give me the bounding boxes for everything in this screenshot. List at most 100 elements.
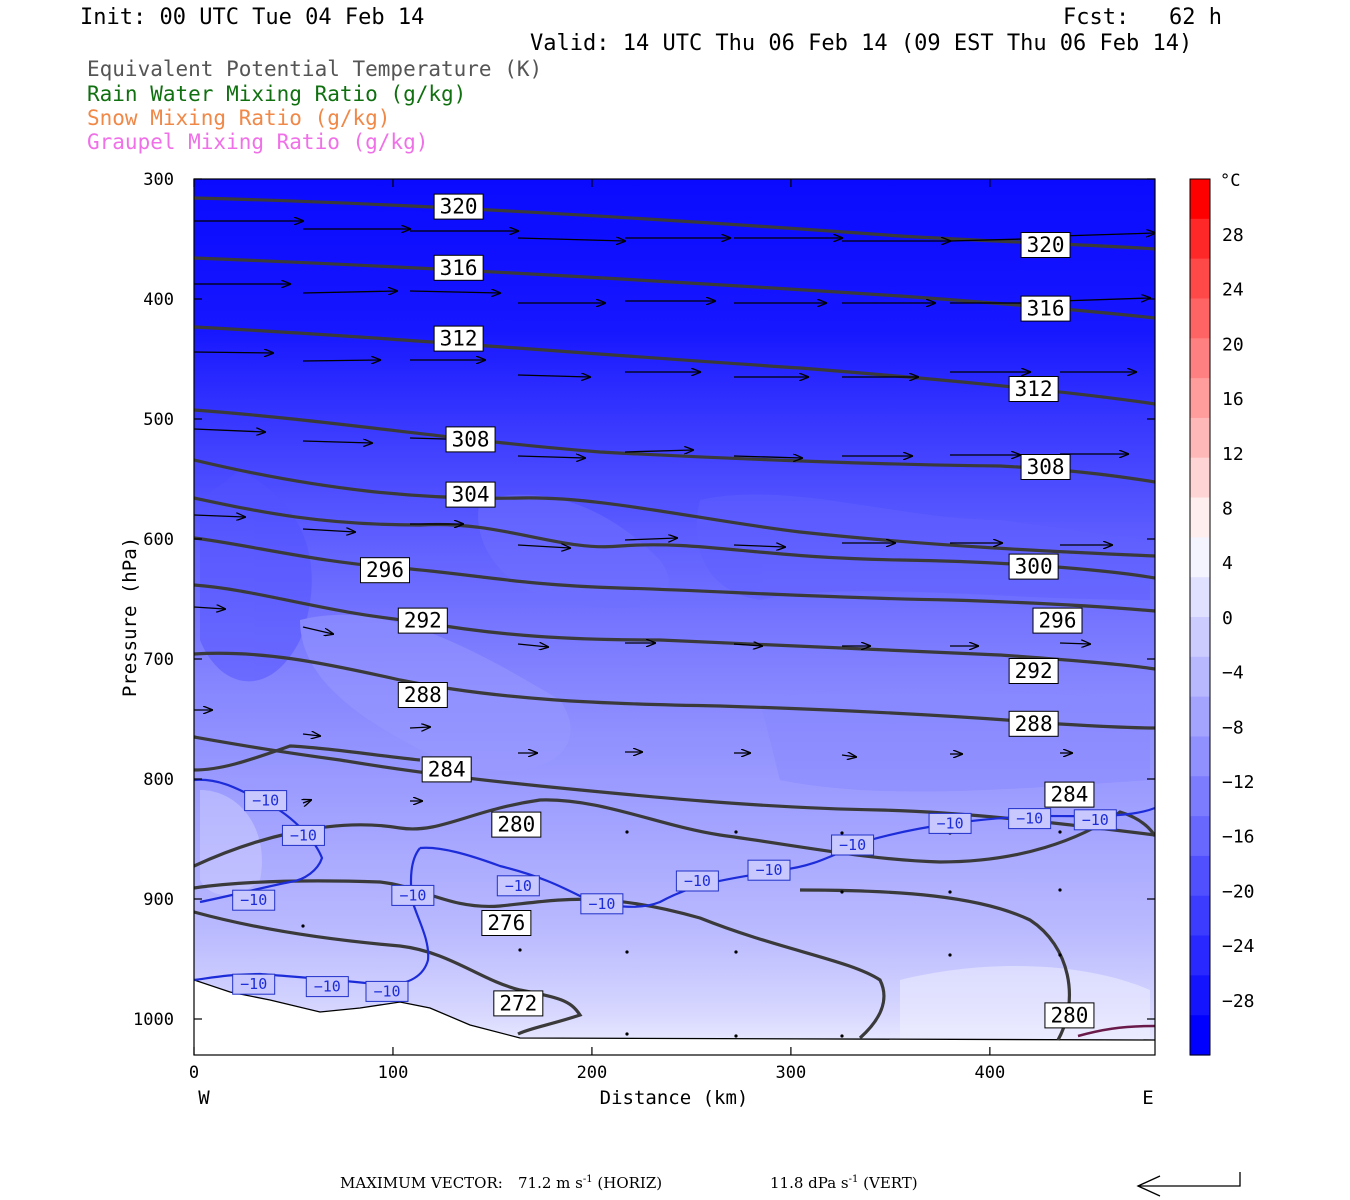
colorbar-swatch bbox=[1190, 736, 1210, 777]
isotherm-label: −10 bbox=[399, 886, 426, 904]
colorbar-swatch bbox=[1190, 417, 1210, 459]
colorbar-swatch bbox=[1190, 656, 1210, 698]
isotherm-label-box bbox=[675, 870, 719, 892]
isotherm-label-box bbox=[928, 812, 972, 834]
wind-vector bbox=[1059, 298, 1150, 301]
wind-vector-dot bbox=[625, 950, 629, 954]
theta-e-label: 312 bbox=[1015, 377, 1053, 401]
wind-vector bbox=[302, 626, 333, 634]
isotherm-label-box bbox=[1073, 809, 1117, 831]
wind-vector bbox=[302, 529, 355, 532]
theta-e-label: 272 bbox=[499, 991, 537, 1015]
theta-e-label: 300 bbox=[1015, 555, 1053, 579]
wind-vector bbox=[302, 360, 380, 361]
colorbar-swatch bbox=[1190, 378, 1210, 419]
wind-vector bbox=[194, 515, 245, 517]
isotherm-label-box bbox=[747, 859, 791, 881]
colorbar-swatch bbox=[1190, 577, 1210, 618]
colorbar-swatch bbox=[1190, 855, 1210, 897]
colorbar-frame bbox=[1189, 178, 1211, 1056]
theta-e-contour bbox=[194, 910, 583, 1036]
valid-time: Valid: 14 UTC Thu 06 Feb 14 (09 EST Thu … bbox=[530, 31, 1193, 56]
theta-e-label: 320 bbox=[1027, 233, 1065, 257]
plot-frame bbox=[193, 178, 1156, 1056]
y-tick-label: 900 bbox=[143, 890, 174, 910]
theta-e-label-box bbox=[1020, 295, 1071, 322]
y-tick-label: 1000 bbox=[133, 1010, 174, 1030]
isotherm-label-box bbox=[580, 893, 624, 915]
theta-e-label-box bbox=[491, 811, 542, 838]
reference-arrow-shaft bbox=[1138, 1172, 1241, 1187]
colorbar-swatch bbox=[1190, 696, 1210, 738]
x-tick-label: 400 bbox=[974, 1063, 1005, 1083]
theta-e-label: 288 bbox=[1015, 712, 1053, 736]
colorbar-swatch bbox=[1190, 975, 1210, 1016]
theta-e-label: 292 bbox=[1015, 659, 1053, 683]
wind-vector bbox=[517, 456, 585, 458]
theta-e-label-box bbox=[1008, 710, 1059, 737]
isotherm-label-box bbox=[244, 790, 288, 812]
wind-vector-dot bbox=[840, 890, 844, 894]
isotherm-label-box bbox=[281, 824, 325, 846]
isotherm-label-box bbox=[496, 875, 540, 897]
theta-e-label-box bbox=[433, 325, 484, 352]
theta-e-label-box bbox=[421, 756, 472, 783]
theta-e-label: 296 bbox=[1039, 609, 1077, 633]
theta-e-label-box bbox=[1008, 376, 1059, 402]
east-label: E bbox=[1142, 1087, 1153, 1109]
theta-e-label: 292 bbox=[404, 609, 442, 633]
colorbar-swatch bbox=[1190, 895, 1210, 937]
x-tick-label: 100 bbox=[378, 1063, 409, 1083]
theta-e-contour bbox=[194, 651, 1155, 730]
isotherm-label-box bbox=[391, 884, 435, 906]
wind-vector-dot bbox=[1058, 888, 1062, 892]
theta-e-label-box bbox=[1044, 781, 1095, 808]
theta-e-contour bbox=[194, 536, 1155, 613]
colorbar-label: −28 bbox=[1222, 991, 1255, 1012]
wind-vector-dot bbox=[301, 924, 305, 928]
colorbar bbox=[1189, 178, 1211, 1056]
colorbar-swatch bbox=[1190, 537, 1210, 578]
wind-vector bbox=[302, 441, 372, 443]
theta-e-label: 312 bbox=[440, 327, 478, 351]
y-tick-label: 500 bbox=[143, 410, 174, 430]
wind-vector-dot bbox=[625, 830, 629, 834]
wind-vector bbox=[303, 800, 311, 803]
y-tick-label: 600 bbox=[143, 530, 174, 550]
y-tick-label: 700 bbox=[143, 650, 174, 670]
isotherm-label-box bbox=[232, 889, 276, 911]
colorbar-label: −24 bbox=[1222, 936, 1255, 957]
shade-cell bbox=[478, 494, 669, 608]
colorbar-label: 4 bbox=[1222, 553, 1233, 574]
colorbar-swatch bbox=[1190, 776, 1210, 817]
theta-e-label-box bbox=[493, 990, 544, 1017]
isotherm-label: −10 bbox=[1082, 811, 1109, 829]
isotherm-label-box bbox=[365, 980, 409, 1002]
colorbar-label: 0 bbox=[1222, 608, 1233, 629]
theta-e-contour bbox=[799, 888, 1071, 1041]
wind-vector bbox=[409, 291, 500, 293]
colorbar-label: 12 bbox=[1222, 444, 1244, 465]
wind-vector bbox=[517, 545, 570, 548]
horiz-unit: (HORIZ) bbox=[597, 1174, 663, 1192]
vert-unit: (VERT) bbox=[863, 1174, 918, 1192]
theta-e-label-box bbox=[1020, 232, 1071, 258]
theta-e-label-box bbox=[1008, 658, 1059, 684]
wind-vector bbox=[733, 456, 802, 458]
wind-vector bbox=[194, 607, 225, 609]
colorbar-swatch bbox=[1190, 816, 1210, 857]
max-horizontal-vector: 71.2 m s-1 (HORIZ) bbox=[518, 1174, 662, 1192]
isotherm-label: −10 bbox=[1016, 810, 1043, 828]
colorbar-swatch bbox=[1190, 497, 1210, 538]
theta-e-label-box bbox=[445, 426, 496, 453]
wind-vector bbox=[194, 352, 273, 353]
wind-vector-dot bbox=[948, 953, 952, 957]
theta-e-label-box bbox=[445, 481, 496, 508]
shade-cell bbox=[760, 688, 1150, 792]
theta-e-label: 320 bbox=[440, 195, 478, 219]
legend-theta-e: Equivalent Potential Temperature (K) bbox=[87, 57, 543, 81]
wind-vector bbox=[733, 644, 762, 646]
isotherm-label-box bbox=[831, 834, 875, 856]
colorbar-label: −20 bbox=[1222, 881, 1255, 902]
